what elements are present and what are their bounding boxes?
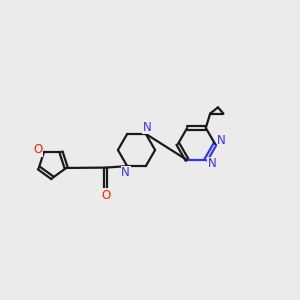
Text: N: N — [121, 166, 130, 179]
Text: O: O — [101, 189, 110, 202]
Text: N: N — [208, 157, 217, 170]
Text: O: O — [33, 143, 43, 156]
Text: N: N — [143, 121, 152, 134]
Text: N: N — [217, 134, 226, 147]
